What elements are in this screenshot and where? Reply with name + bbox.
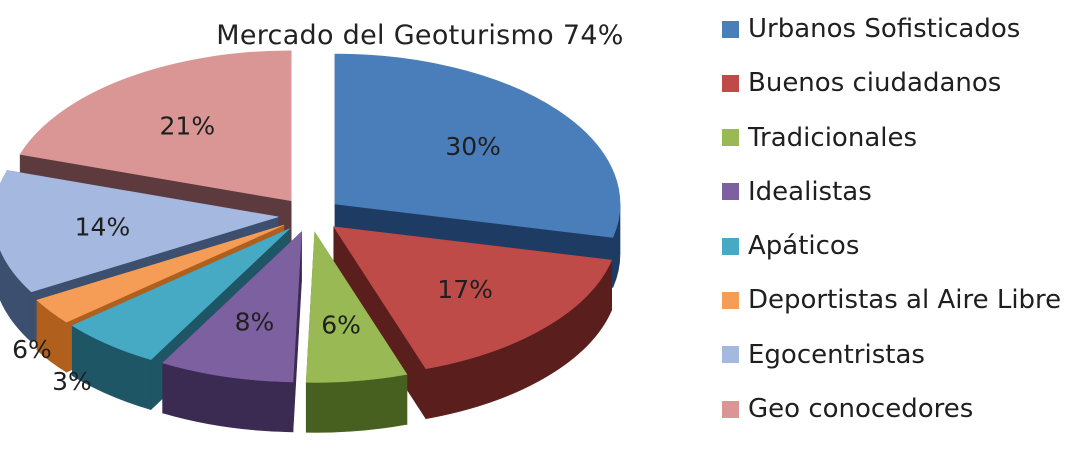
legend-label: Urbanos Sofisticados [748,14,1021,44]
legend-label: Deportistas al Aire Libre [748,285,1062,316]
pie-slice [162,231,302,383]
legend-swatch [722,291,739,309]
legend-item: Tradicionales [722,121,1077,155]
legend-label: Tradicionales [748,122,918,153]
legend-item: Urbanos Sofisticados [722,12,1077,46]
legend-label: Egocentristas [748,339,925,370]
slice-value-label: 6% [321,310,361,339]
pie-slice [36,224,284,323]
pie-slice [0,170,279,293]
slice-value-label: 6% [12,335,52,364]
pie-chart-svg: 30%17%6%8%6%3%14%21% [0,50,621,433]
pie-chart: 30% 17% 6% 8% 6% 3% 14% 21% Mercado del Geoturi… [0,20,624,433]
legend-label: Geo conocedores [748,394,974,425]
pie-slice [334,53,621,238]
slice-value-label: 14% [75,213,131,242]
legend-item: Idealistas [722,175,1077,209]
legend-swatch [722,346,739,364]
pie-slice [333,226,613,370]
pie-slice [19,50,292,202]
legend-swatch [722,74,739,92]
legend-swatch [722,237,739,255]
slice-value-label: 17% [437,275,493,304]
legend-swatch [722,183,739,201]
legend-swatch [722,129,739,147]
legend-item: Egocentristas [722,338,1077,372]
pie-slice [71,228,290,360]
legend-swatch [722,20,739,38]
slice-rim [305,373,408,433]
slice-value-label: 21% [160,112,216,141]
slice-value-label: 8% [235,308,275,337]
chart-legend: Urbanos Sofisticados Buenos ciudadanos T… [722,12,1077,446]
legend-item: Geo conocedores [722,392,1077,426]
legend-item: Apáticos [722,229,1077,263]
legend-label: Buenos ciudadanos [748,68,1002,99]
legend-label: Idealistas [748,176,872,207]
slice-value-label: 3% [52,367,92,396]
legend-item: Buenos ciudadanos [722,66,1077,100]
legend-item: Deportistas al Aire Libre [722,283,1077,317]
chart-title: Mercado del Geoturismo 74% [216,20,624,51]
legend-label: Apáticos [748,231,860,262]
pie-slice [305,231,408,383]
legend-swatch [722,400,739,418]
slice-value-label: 30% [445,132,501,161]
